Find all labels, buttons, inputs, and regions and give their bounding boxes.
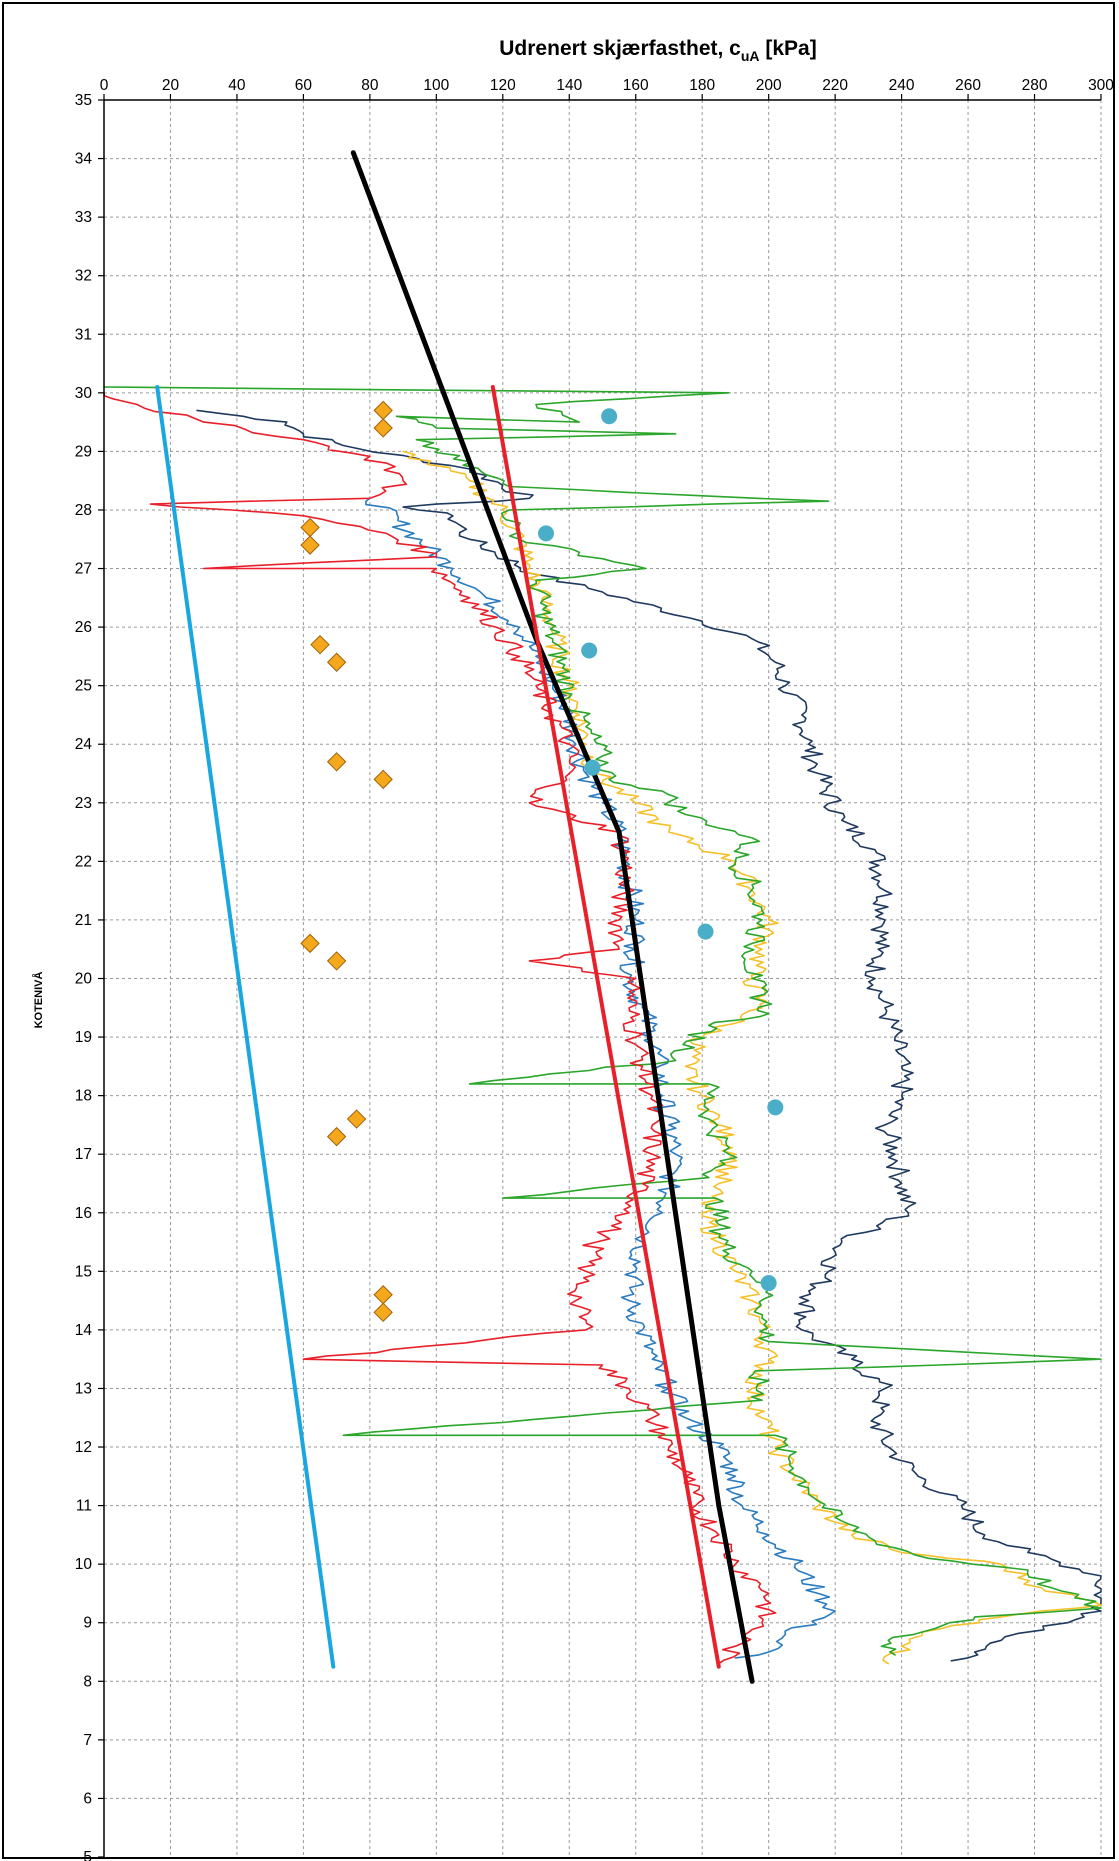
circle-point bbox=[581, 642, 598, 659]
series-group bbox=[103, 150, 1102, 1684]
y-tick-label: 18 bbox=[75, 1088, 92, 1105]
series-line-3 bbox=[402, 450, 1102, 1665]
y-tick-label: 21 bbox=[75, 912, 92, 929]
x-tick-label: 120 bbox=[490, 77, 516, 94]
y-tick-label: 7 bbox=[83, 1732, 92, 1749]
chart-title-unit: [kPa] bbox=[760, 37, 817, 60]
y-tick-label: 31 bbox=[75, 326, 92, 343]
x-tick-label: 220 bbox=[822, 77, 848, 94]
diamond-point bbox=[300, 933, 320, 954]
x-tick-label: 300 bbox=[1088, 77, 1114, 94]
y-tick-label: 14 bbox=[75, 1322, 93, 1339]
y-tick-label: 28 bbox=[75, 502, 92, 519]
y-tick-label: 13 bbox=[75, 1380, 92, 1397]
y-tick-label: 32 bbox=[75, 268, 92, 285]
x-tick-label: 60 bbox=[295, 77, 313, 94]
diamond-point bbox=[300, 535, 320, 555]
y-tick-label: 8 bbox=[83, 1673, 92, 1690]
y-tick-label: 30 bbox=[75, 385, 93, 402]
x-tick-label: 40 bbox=[228, 77, 246, 94]
series-line-1 bbox=[196, 409, 1102, 1662]
circle-point bbox=[760, 1275, 777, 1292]
series-line-8 bbox=[155, 385, 336, 1669]
y-tick-label: 12 bbox=[75, 1439, 92, 1456]
y-tick-label: 20 bbox=[75, 971, 93, 988]
diamond-point bbox=[373, 1302, 393, 1323]
series-line-7 bbox=[490, 385, 721, 1669]
chart-title: Udrenert skjærfasthet, cuA [kPa] bbox=[499, 37, 816, 64]
y-tick-label: 29 bbox=[75, 443, 92, 460]
markers-group bbox=[300, 400, 784, 1323]
y-tick-label: 22 bbox=[75, 853, 92, 870]
chart-title-subscript: uA bbox=[741, 48, 760, 64]
y-tick-label: 11 bbox=[76, 1498, 92, 1515]
y-tick-label: 9 bbox=[83, 1615, 92, 1632]
circle-point bbox=[767, 1099, 784, 1116]
y-tick-label: 33 bbox=[75, 209, 92, 226]
x-tick-label: 200 bbox=[756, 77, 782, 94]
grid bbox=[104, 99, 1102, 1857]
y-axis-label: KOTENIVÅ bbox=[32, 972, 45, 1029]
circle-point bbox=[538, 525, 555, 542]
y-tick-label: 17 bbox=[75, 1146, 92, 1163]
x-tick-label: 20 bbox=[162, 77, 180, 94]
y-tick-label: 35 bbox=[75, 92, 92, 109]
y-tick-label: 5 bbox=[83, 1849, 92, 1861]
diamond-point bbox=[326, 652, 347, 672]
circle-point bbox=[584, 759, 601, 776]
diamond-point bbox=[373, 1285, 393, 1305]
y-tick-label: 27 bbox=[75, 561, 92, 578]
diamond-point bbox=[346, 1109, 367, 1129]
x-tick-label: 280 bbox=[1022, 77, 1048, 94]
circle-point bbox=[601, 408, 618, 425]
x-tick-label: 260 bbox=[955, 77, 981, 94]
y-tick-label: 25 bbox=[75, 678, 92, 695]
series-line-2 bbox=[365, 497, 836, 1659]
x-tick-label: 80 bbox=[361, 77, 379, 94]
series-line-5 bbox=[103, 392, 777, 1665]
y-tick-label: 6 bbox=[83, 1790, 92, 1807]
diamond-point bbox=[326, 951, 347, 971]
circle-point bbox=[697, 923, 714, 940]
y-tick-label: 15 bbox=[75, 1263, 92, 1280]
x-tick-label: 240 bbox=[889, 77, 915, 94]
x-tick-label: 100 bbox=[423, 77, 449, 94]
y-tick-label: 34 bbox=[75, 151, 93, 168]
y-tick-label: 10 bbox=[75, 1556, 93, 1573]
diamond-point bbox=[373, 400, 393, 421]
diamond-point bbox=[326, 1126, 347, 1147]
x-tick-label: 160 bbox=[623, 77, 649, 94]
diamond-point bbox=[373, 418, 393, 438]
diamond-point bbox=[326, 752, 347, 772]
chart-title-main: Udrenert skjærfasthet, c bbox=[499, 37, 741, 60]
series-line-4 bbox=[103, 386, 1102, 1656]
x-tick-label: 140 bbox=[556, 77, 582, 94]
axes-group: 0 20 40 60 80 100 120 140 160 180 200 220 240 260 280 3… bbox=[75, 77, 1115, 1861]
diamond-point bbox=[310, 634, 330, 655]
diamond-point bbox=[373, 769, 393, 790]
y-tick-label: 23 bbox=[75, 795, 92, 812]
x-tick-label: 0 bbox=[100, 77, 109, 94]
y-tick-label: 26 bbox=[75, 619, 92, 636]
y-tick-label: 16 bbox=[75, 1205, 92, 1222]
y-tick-label: 24 bbox=[75, 736, 93, 753]
x-tick-label: 180 bbox=[689, 77, 715, 94]
y-tick-label: 19 bbox=[75, 1029, 92, 1046]
series-line-6 bbox=[350, 150, 755, 1684]
